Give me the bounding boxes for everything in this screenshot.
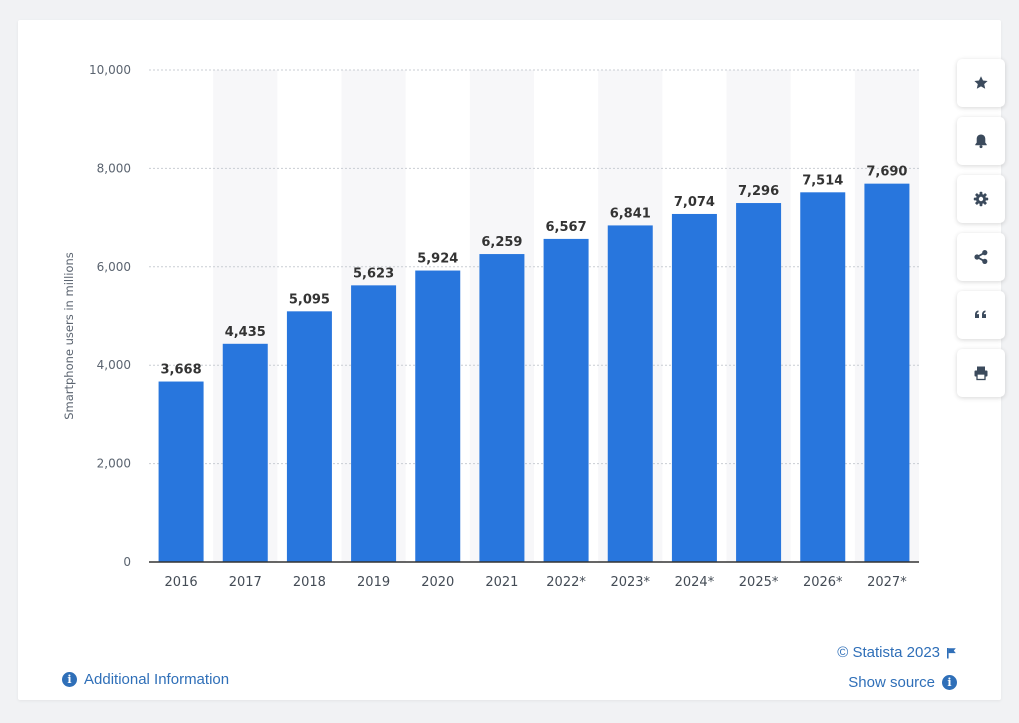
bar-value-label: 6,259 (481, 235, 522, 250)
bar (286, 311, 332, 562)
x-tick-label: 2026* (803, 575, 843, 590)
settings-button[interactable] (957, 175, 1005, 223)
bar (351, 285, 397, 562)
y-tick-label: 2,000 (97, 457, 131, 471)
additional-information-link[interactable]: i Additional Information (62, 671, 229, 688)
quote-icon (975, 310, 986, 318)
x-tick-label: 2019 (357, 575, 390, 590)
info-icon: i (62, 672, 77, 687)
bar-value-label: 5,623 (353, 266, 394, 281)
y-tick-label: 4,000 (97, 358, 131, 372)
x-tick-label: 2021 (485, 575, 518, 590)
x-tick-label: 2016 (165, 575, 198, 590)
share-button[interactable] (957, 233, 1005, 281)
y-tick-label: 6,000 (97, 260, 131, 274)
x-tick-label: 2024* (675, 575, 715, 590)
credit-text: © Statista 2023 (837, 644, 940, 661)
bar (736, 203, 782, 562)
bar-value-label: 6,567 (546, 220, 587, 235)
star-icon (974, 76, 988, 89)
bar-value-label: 5,924 (417, 252, 458, 267)
chart-toolbar (957, 59, 1005, 397)
bar-value-label: 7,690 (866, 165, 907, 180)
bar-value-label: 7,074 (674, 195, 715, 210)
bar-value-label: 4,435 (225, 325, 266, 340)
x-tick-label: 2017 (229, 575, 262, 590)
y-tick-label: 10,000 (89, 63, 131, 77)
bar (543, 238, 589, 562)
bar-chart: 0 2,000 4,000 6,000 8,000 10,000 Smartphone us… (62, 63, 919, 590)
y-tick-label: 8,000 (97, 161, 131, 175)
bar (479, 254, 525, 563)
x-tick-label: 2027* (867, 575, 907, 590)
print-button[interactable] (957, 349, 1005, 397)
x-tick-label: 2025* (739, 575, 779, 590)
bar (415, 270, 461, 562)
notification-button[interactable] (957, 117, 1005, 165)
favorite-button[interactable] (957, 59, 1005, 107)
x-tick-label: 2023* (610, 575, 650, 590)
statista-credit-link[interactable]: © Statista 2023 (837, 644, 957, 661)
bar (222, 343, 268, 562)
gear-icon (973, 191, 989, 207)
show-source-label: Show source (848, 674, 935, 691)
flag-icon (947, 647, 956, 658)
bar-value-label: 7,296 (738, 184, 779, 199)
bell-icon (975, 134, 987, 149)
x-tick-label: 2018 (293, 575, 326, 590)
bar (864, 183, 910, 563)
bar (607, 225, 653, 563)
bar-value-label: 7,514 (802, 173, 843, 188)
additional-information-label: Additional Information (84, 671, 230, 688)
printer-icon (974, 366, 988, 381)
share-icon (974, 250, 988, 264)
x-tick-label: 2020 (421, 575, 454, 590)
bar-value-label: 5,095 (289, 292, 330, 307)
x-tick-label: 2022* (546, 575, 586, 590)
chart-card: 0 2,000 4,000 6,000 8,000 10,000 Smartphone us… (18, 20, 1005, 700)
cite-button[interactable] (957, 291, 1005, 339)
bar (158, 381, 204, 562)
bar-value-label: 6,841 (610, 206, 651, 221)
info-icon: i (942, 675, 957, 690)
y-axis-title: Smartphone users in millions (62, 252, 76, 420)
bar (800, 192, 846, 562)
y-tick-label: 0 (123, 555, 131, 569)
bar (671, 213, 717, 562)
bar-value-label: 3,668 (161, 363, 202, 378)
show-source-link[interactable]: Show source i (848, 674, 957, 691)
